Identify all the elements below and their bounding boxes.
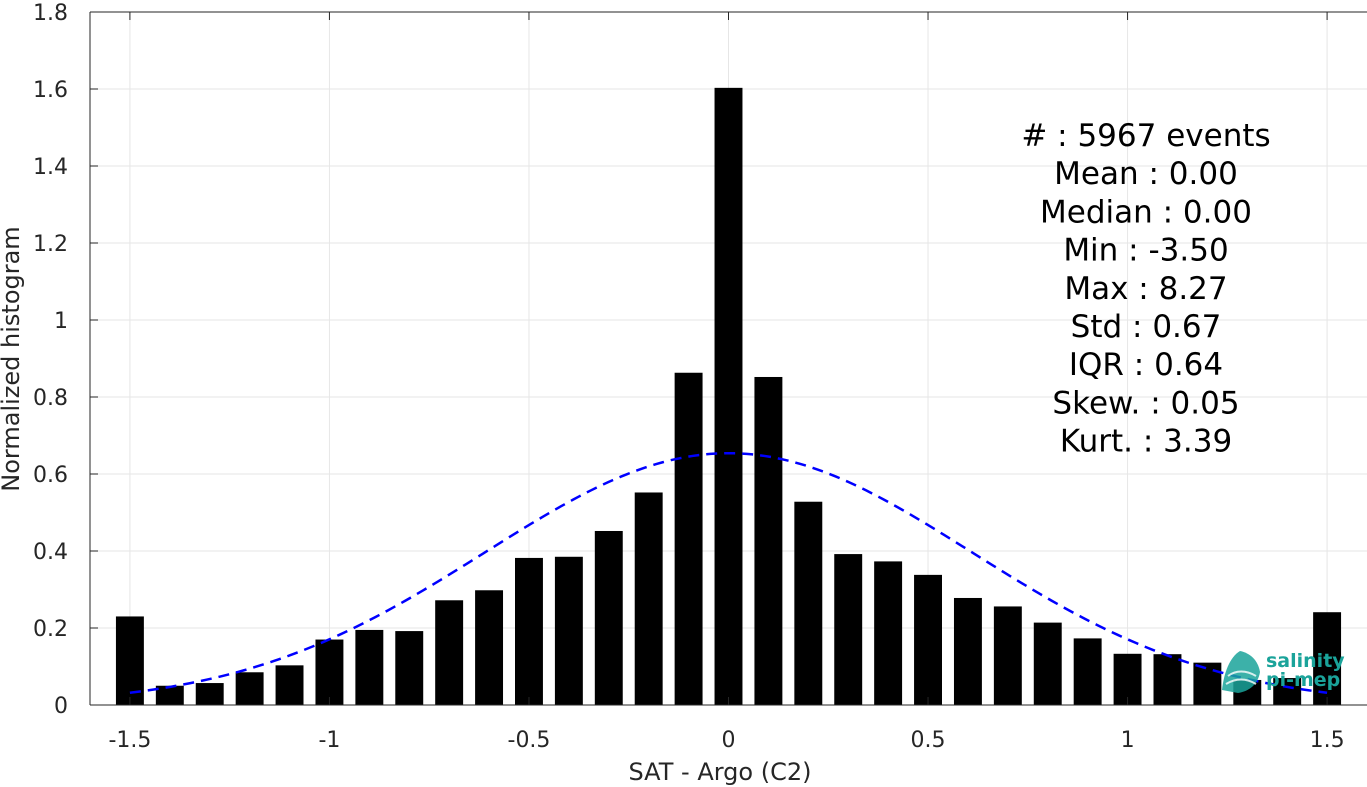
histogram-bar	[554, 556, 583, 705]
stat-line: IQR : 0.64	[1069, 347, 1223, 383]
histogram-bar	[953, 597, 982, 705]
histogram-bar	[1113, 653, 1142, 705]
histogram-bar	[235, 672, 264, 705]
histogram-bar	[395, 631, 424, 705]
y-tick-label: 0.2	[33, 617, 68, 642]
stat-line: Min : -3.50	[1063, 233, 1228, 269]
x-tick-label: -1	[318, 728, 340, 753]
stat-line: Skew. : 0.05	[1052, 385, 1239, 421]
y-tick-label: 0.6	[33, 463, 68, 488]
stat-line: Mean : 0.00	[1054, 156, 1238, 192]
stat-line: Kurt. : 3.39	[1060, 424, 1232, 460]
x-tick-label: 0.5	[911, 728, 946, 753]
gaussian-fit-curve	[129, 451, 1328, 694]
y-tick-label: 1	[54, 309, 68, 334]
histogram-bar	[1193, 662, 1222, 705]
histogram-bar	[355, 629, 384, 705]
x-tick-label: 1	[1121, 728, 1135, 753]
histogram-bar	[315, 639, 344, 705]
histogram-bar	[714, 87, 743, 706]
y-tick-label: 1.2	[33, 232, 68, 257]
histogram-bar	[874, 561, 903, 705]
x-tick-label: -0.5	[508, 728, 551, 753]
y-tick-label: 0	[54, 694, 68, 719]
histogram-bar	[1073, 638, 1102, 705]
stat-line: Median : 0.00	[1040, 194, 1252, 230]
histogram-bar	[834, 554, 863, 705]
y-tick-labels: 0 0.2 0.4 0.6 0.8 1 1.2 1.4 1.6 1.8	[33, 1, 68, 719]
x-tick-label: 0	[722, 728, 736, 753]
stat-line: # : 5967 events	[1021, 118, 1270, 154]
histogram-bar	[115, 616, 144, 705]
y-axis-label: Normalized histogram	[0, 226, 25, 491]
logo-text-line1: salinity	[1266, 650, 1345, 672]
histogram-bar	[1033, 622, 1062, 705]
y-tick-label: 0.4	[33, 540, 68, 565]
y-tick-label: 1.6	[33, 78, 68, 103]
histogram-bar	[275, 665, 304, 705]
histogram-bar	[1313, 612, 1342, 705]
x-tick-label: 1.5	[1310, 728, 1345, 753]
histogram-bar	[195, 683, 224, 705]
x-tick-label: -1.5	[108, 728, 151, 753]
x-tick-labels: -1.5 -1 -0.5 0 0.5 1 1.5	[108, 728, 1344, 753]
histogram-bars	[115, 87, 1342, 706]
stat-line: Std : 0.67	[1071, 309, 1222, 345]
histogram-bar	[914, 574, 942, 705]
histogram-bar	[515, 557, 543, 705]
y-tick-label: 1.8	[33, 1, 68, 26]
y-tick-label: 0.8	[33, 386, 68, 411]
stat-line: Max : 8.27	[1064, 271, 1227, 307]
x-axis-label: SAT - Argo (C2)	[629, 758, 812, 786]
histogram-bar	[993, 606, 1022, 705]
histogram-bar	[155, 685, 184, 705]
histogram-bar	[1153, 654, 1182, 705]
histogram-bar	[634, 492, 663, 705]
histogram-bar	[754, 376, 783, 705]
histogram-bar	[594, 530, 623, 705]
histogram-bar	[435, 600, 464, 705]
y-tick-label: 1.4	[33, 155, 68, 180]
logo-text-line2: pi-mep	[1266, 669, 1340, 691]
salinity-pi-mep-logo: salinity pi-mep	[1222, 650, 1345, 693]
histogram-bar	[1273, 678, 1302, 705]
histogram-bar	[475, 590, 504, 705]
histogram-bar	[674, 372, 703, 705]
axes	[89, 11, 1367, 706]
histogram-bar	[794, 501, 823, 705]
